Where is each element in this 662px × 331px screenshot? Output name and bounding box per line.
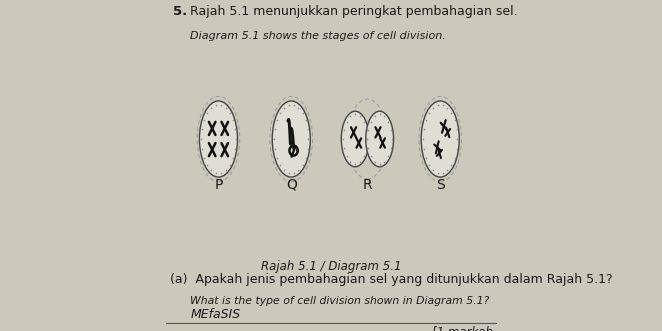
Text: P: P [214,178,222,192]
Text: Rajah 5.1 menunjukkan peringkat pembahagian sel.: Rajah 5.1 menunjukkan peringkat pembahag… [191,5,518,18]
Ellipse shape [272,101,310,177]
Text: S: S [436,178,445,192]
Text: (a)  Apakah jenis pembahagian sel yang ditunjukkan dalam Rajah 5.1?: (a) Apakah jenis pembahagian sel yang di… [171,273,613,286]
Text: Diagram 5.1 shows the stages of cell division.: Diagram 5.1 shows the stages of cell div… [191,31,446,41]
Text: Rajah 5.1 / Diagram 5.1: Rajah 5.1 / Diagram 5.1 [261,260,401,273]
Ellipse shape [199,101,238,177]
Ellipse shape [421,101,459,177]
Text: [1 markah: [1 markah [432,325,493,331]
Ellipse shape [342,111,369,167]
Text: Q: Q [286,178,297,192]
Text: R: R [363,178,372,192]
Text: What is the type of cell division shown in Diagram 5.1?: What is the type of cell division shown … [191,296,490,306]
Text: MEfaSIS: MEfaSIS [191,308,240,321]
Text: 5.: 5. [173,5,187,18]
Ellipse shape [365,111,393,167]
